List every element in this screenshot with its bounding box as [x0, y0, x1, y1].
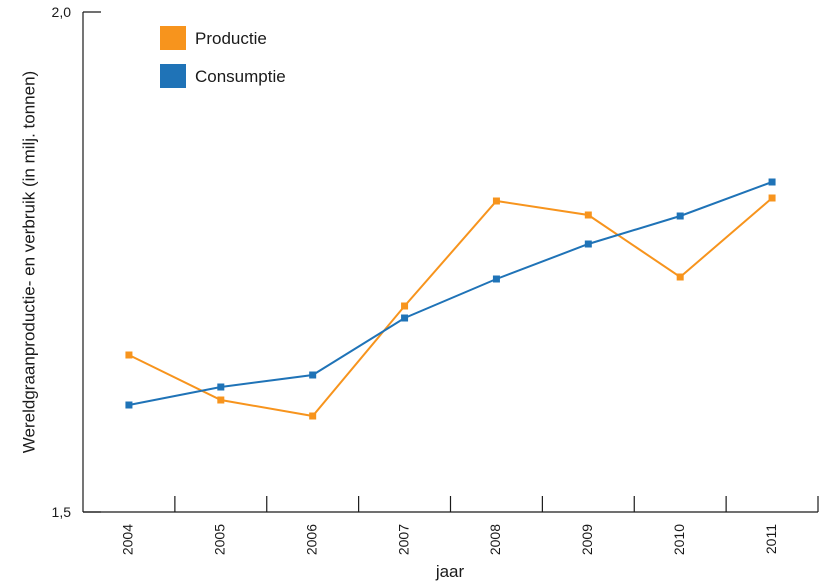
legend-swatch-consumptie: [160, 64, 186, 88]
x-tick-label: 2006: [303, 524, 319, 555]
series-layer: [125, 178, 776, 420]
data-point-productie: [768, 194, 776, 202]
x-axis-title: jaar: [435, 562, 465, 581]
data-point-productie: [401, 302, 409, 310]
y-tick-label: 2,0: [52, 4, 72, 20]
series-consumptie: [125, 178, 776, 409]
legend: Productie Consumptie: [160, 26, 286, 88]
x-ticks: 2004 2005 2006 2007 2008 2009 2010 2011: [120, 496, 819, 555]
data-point-consumptie: [217, 383, 225, 391]
y-axis-title: Wereldgraanproductie- en verbruik (in mi…: [19, 71, 38, 453]
data-point-productie: [125, 351, 133, 359]
x-tick-label: 2009: [579, 524, 595, 555]
data-point-consumptie: [768, 178, 776, 186]
data-point-consumptie: [492, 275, 500, 283]
axes: [82, 12, 818, 513]
x-tick-label: 2008: [487, 524, 503, 555]
legend-label-consumptie: Consumptie: [195, 67, 286, 86]
data-point-consumptie: [676, 212, 684, 220]
y-ticks: 1,5 2,0: [52, 4, 101, 520]
x-tick-label: 2007: [395, 524, 411, 555]
y-tick-label: 1,5: [52, 504, 72, 520]
x-tick-label: 2011: [763, 524, 779, 554]
data-point-consumptie: [309, 371, 317, 379]
series-line-productie: [128, 197, 773, 418]
data-point-productie: [676, 273, 684, 281]
series-productie: [125, 194, 776, 420]
legend-label-productie: Productie: [195, 29, 267, 48]
legend-swatch-productie: [160, 26, 186, 50]
data-point-consumptie: [125, 401, 133, 409]
x-tick-label: 2005: [212, 524, 228, 555]
data-point-consumptie: [401, 314, 409, 322]
data-point-productie: [217, 396, 225, 404]
x-tick-label: 2010: [671, 524, 687, 555]
data-point-productie: [584, 211, 592, 219]
data-point-productie: [492, 197, 500, 205]
x-tick-label: 2004: [120, 524, 136, 555]
data-point-consumptie: [584, 240, 592, 248]
series-line-consumptie: [128, 181, 773, 406]
data-point-productie: [309, 412, 317, 420]
